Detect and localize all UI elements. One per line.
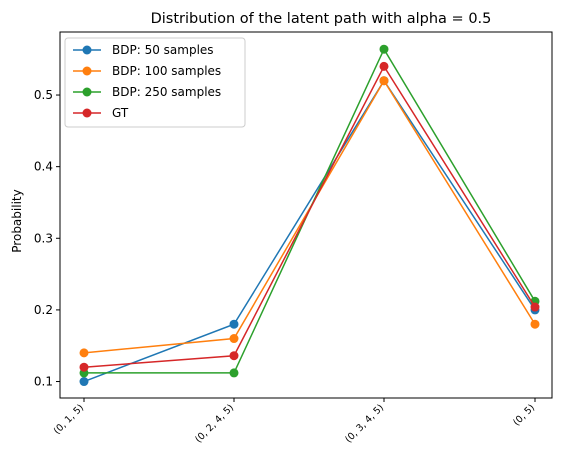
y-tick-label: 0.4 (34, 160, 53, 174)
data-point (229, 351, 239, 361)
y-tick-label: 0.3 (34, 231, 53, 245)
legend-marker (82, 108, 92, 118)
x-tick-label: (0, 5) (511, 402, 537, 428)
data-point (530, 319, 540, 329)
series-line (83, 64, 536, 368)
plot-series (79, 44, 540, 387)
y-tick-label: 0.5 (34, 88, 53, 102)
x-tick-label: (0, 3, 4, 5) (343, 402, 386, 445)
legend-box (64, 37, 246, 128)
legend-label: BDP: 250 samples (112, 85, 221, 99)
plot-area-frame (59, 31, 553, 399)
y-axis-label: Probability (10, 189, 24, 252)
data-point (379, 44, 389, 54)
data-point (530, 302, 540, 312)
x-axis: (0, 1, 5) (0, 2, 4, 5) (0, 3, 4, 5) (0, 5) (52, 398, 537, 445)
series-line (83, 79, 536, 383)
data-point (229, 368, 239, 378)
data-point (79, 348, 89, 358)
legend-marker (82, 45, 92, 55)
y-tick-label: 0.2 (34, 303, 53, 317)
x-tick-label: (0, 1, 5) (52, 402, 86, 436)
x-tick-label: (0, 2, 4, 5) (193, 402, 236, 445)
data-point (229, 319, 239, 329)
legend-marker (82, 66, 92, 76)
y-axis: 0.1 0.2 0.3 0.4 0.5 (34, 88, 60, 389)
data-point (79, 377, 89, 387)
series-3 (79, 61, 540, 372)
legend-marker (82, 87, 92, 97)
legend-item: BDP: 250 samples (73, 85, 221, 99)
data-point (379, 76, 389, 86)
data-point (79, 362, 89, 372)
data-point (379, 61, 389, 71)
legend-item: BDP: 100 samples (73, 64, 221, 78)
chart-title: Distribution of the latent path with alp… (151, 11, 492, 27)
data-point (229, 334, 239, 344)
legend-label: BDP: 50 samples (112, 43, 214, 57)
legend-item: BDP: 50 samples (73, 43, 214, 57)
legend-label: GT (112, 106, 129, 120)
legend-label: BDP: 100 samples (112, 64, 221, 78)
legend: BDP: 50 samples BDP: 100 samples BDP: 250 … (64, 37, 246, 128)
legend-item: GT (73, 106, 129, 120)
y-tick-label: 0.1 (34, 375, 53, 389)
